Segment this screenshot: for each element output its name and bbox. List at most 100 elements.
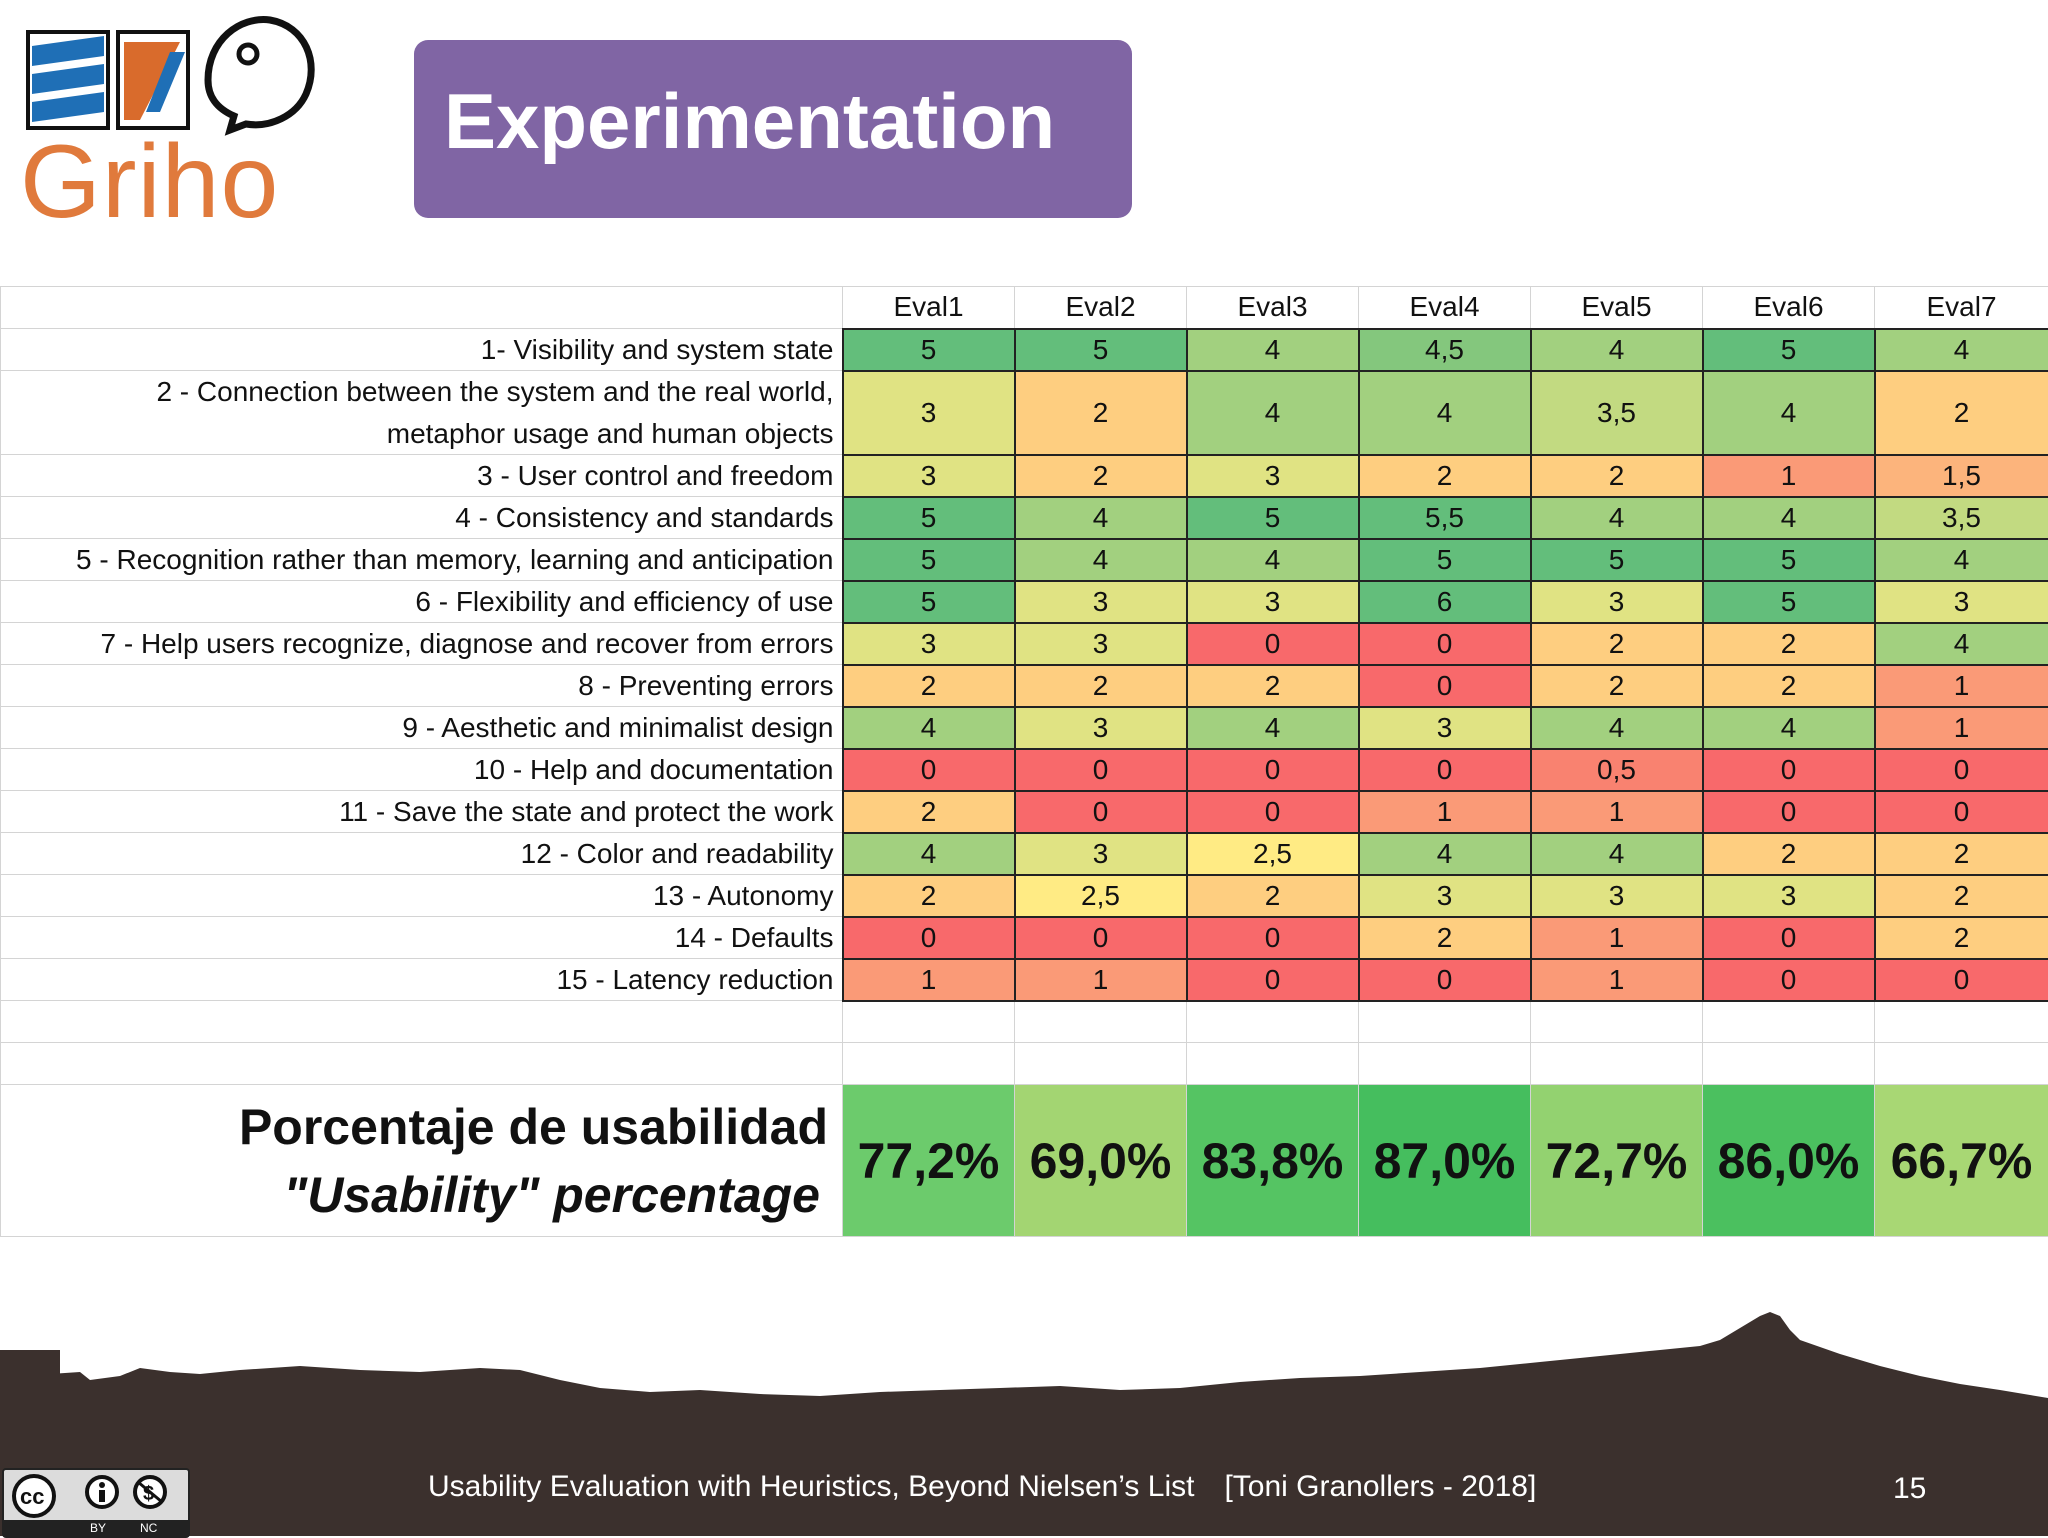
heuristic-label: 3 - User control and freedom <box>1 455 843 497</box>
percentage-cell: 86,0% <box>1703 1085 1875 1237</box>
heuristic-label: 7 - Help users recognize, diagnose and r… <box>1 623 843 665</box>
score-cell: 0 <box>1875 791 2048 833</box>
heuristic-label: 13 - Autonomy <box>1 875 843 917</box>
score-cell: 3 <box>1015 581 1187 623</box>
empty-cell <box>1 1001 843 1043</box>
score-cell: 3 <box>1531 581 1703 623</box>
empty-cell <box>1531 1043 1703 1085</box>
title-banner: Experimentation <box>414 40 1132 218</box>
percentage-row: Porcentaje de usabilidad"Usability" perc… <box>1 1085 2048 1237</box>
score-cell: 0,5 <box>1531 749 1703 791</box>
score-cell: 2 <box>1187 665 1359 707</box>
column-header: Eval1 <box>843 287 1015 329</box>
score-cell: 5 <box>1531 539 1703 581</box>
score-cell: 5 <box>1703 539 1875 581</box>
score-cell: 5 <box>1359 539 1531 581</box>
score-cell: 0 <box>1015 791 1187 833</box>
score-cell: 2 <box>843 791 1015 833</box>
score-cell: 2 <box>1531 665 1703 707</box>
cc-icons: cc $ <box>4 1470 188 1520</box>
table-row: 7 - Help users recognize, diagnose and r… <box>1 623 2048 665</box>
empty-cell <box>1875 1043 2048 1085</box>
score-cell: 2 <box>1359 917 1531 959</box>
column-header: Eval5 <box>1531 287 1703 329</box>
score-cell: 0 <box>1187 749 1359 791</box>
column-header: Eval4 <box>1359 287 1531 329</box>
score-cell: 2 <box>1531 455 1703 497</box>
heuristic-label: 1- Visibility and system state <box>1 329 843 371</box>
heuristic-label: 9 - Aesthetic and minimalist design <box>1 707 843 749</box>
page-title: Experimentation <box>444 82 1055 160</box>
score-cell: 4 <box>1187 329 1359 371</box>
heuristic-label-line: 1- Visibility and system state <box>1 336 834 364</box>
score-cell: 4 <box>1187 539 1359 581</box>
score-cell: 3 <box>1703 875 1875 917</box>
score-cell: 0 <box>1015 749 1187 791</box>
score-cell: 4 <box>843 707 1015 749</box>
score-cell: 5 <box>843 329 1015 371</box>
table-row: 11 - Save the state and protect the work… <box>1 791 2048 833</box>
score-cell: 2 <box>1359 455 1531 497</box>
score-cell: 2 <box>1015 371 1187 455</box>
score-cell: 2 <box>1703 623 1875 665</box>
score-cell: 2 <box>843 875 1015 917</box>
score-cell: 5 <box>843 539 1015 581</box>
score-cell: 2 <box>1531 623 1703 665</box>
score-cell: 2 <box>843 665 1015 707</box>
score-cell: 2 <box>1875 833 2048 875</box>
heuristic-label-line: 11 - Save the state and protect the work <box>1 798 834 826</box>
heuristic-label-line: 12 - Color and readability <box>1 840 834 868</box>
score-cell: 4 <box>1531 707 1703 749</box>
score-cell: 4 <box>1703 497 1875 539</box>
score-cell: 2 <box>1875 875 2048 917</box>
score-cell: 0 <box>843 917 1015 959</box>
score-cell: 4 <box>1359 371 1531 455</box>
score-cell: 4 <box>843 833 1015 875</box>
score-cell: 3 <box>843 455 1015 497</box>
percentage-cell: 72,7% <box>1531 1085 1703 1237</box>
score-cell: 4 <box>1875 623 2048 665</box>
score-cell: 3 <box>1015 833 1187 875</box>
score-cell: 0 <box>1875 959 2048 1001</box>
score-cell: 3,5 <box>1531 371 1703 455</box>
score-cell: 0 <box>1875 749 2048 791</box>
score-cell: 0 <box>843 749 1015 791</box>
heuristic-label-line: 4 - Consistency and standards <box>1 504 834 532</box>
page-number: 15 <box>1893 1472 1926 1506</box>
empty-cell <box>1703 1001 1875 1043</box>
heuristic-label: 11 - Save the state and protect the work <box>1 791 843 833</box>
empty-row <box>1 1001 2048 1043</box>
heuristic-label: 12 - Color and readability <box>1 833 843 875</box>
column-header: Eval3 <box>1187 287 1359 329</box>
empty-cell <box>1187 1001 1359 1043</box>
table-row: 2 - Connection between the system and th… <box>1 371 2048 455</box>
score-cell: 3 <box>1875 581 2048 623</box>
empty-cell <box>1703 1043 1875 1085</box>
percentage-cell: 77,2% <box>843 1085 1015 1237</box>
empty-cell <box>1875 1001 2048 1043</box>
score-cell: 2,5 <box>1015 875 1187 917</box>
score-cell: 5 <box>843 581 1015 623</box>
score-cell: 1 <box>1531 791 1703 833</box>
percentage-label-es: Porcentaje de usabilidad <box>1 1102 828 1152</box>
score-cell: 1 <box>1531 959 1703 1001</box>
heuristic-label: 6 - Flexibility and efficiency of use <box>1 581 843 623</box>
score-cell: 4 <box>1531 497 1703 539</box>
heuristic-label: 2 - Connection between the system and th… <box>1 371 843 455</box>
score-cell: 4 <box>1875 329 2048 371</box>
heuristic-label-line: 15 - Latency reduction <box>1 966 834 994</box>
score-cell: 3 <box>843 623 1015 665</box>
score-cell: 1 <box>1015 959 1187 1001</box>
score-cell: 0 <box>1187 959 1359 1001</box>
empty-row <box>1 1043 2048 1085</box>
score-cell: 3 <box>1359 875 1531 917</box>
table-row: 5 - Recognition rather than memory, lear… <box>1 539 2048 581</box>
